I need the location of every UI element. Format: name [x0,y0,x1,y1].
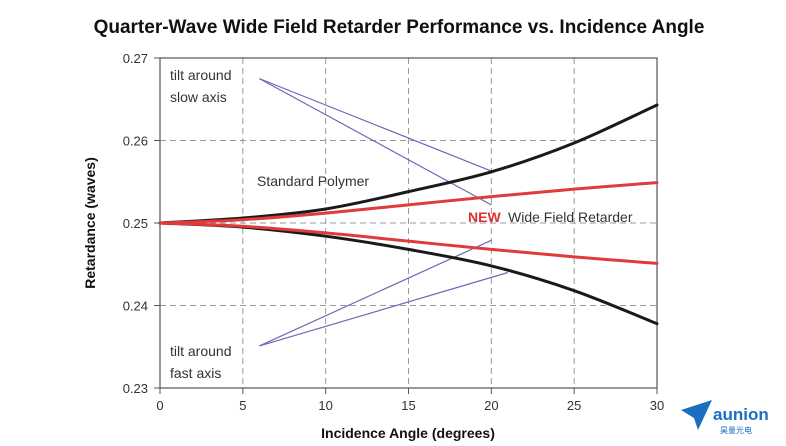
x-tick-label: 5 [239,398,246,413]
y-tick-label: 0.27 [123,51,148,66]
paper-plane-icon [681,400,712,430]
x-tick-label: 10 [318,398,332,413]
annotation-tilt-fast-2: fast axis [170,365,221,381]
grid [160,58,657,388]
series-line-wide-field-retarder-fast [158,221,659,265]
aunion-logo: aunion 昊量光电 [681,400,769,435]
logo-subtitle: 昊量光电 [720,425,752,435]
x-tick-label: 0 [156,398,163,413]
y-tick-label: 0.26 [123,134,148,149]
x-tick-label: 20 [484,398,498,413]
series-line-wide-field-retarder-slow [158,181,659,225]
pointer-line-0 [259,78,492,172]
x-tick-label: 15 [401,398,415,413]
series-lines [158,103,659,326]
annotation-standard-polymer: Standard Polymer [257,173,369,189]
annotation-tilt-slow-1: tilt around [170,67,231,83]
chart-title: Quarter-Wave Wide Field Retarder Perform… [94,17,705,38]
logo-name: aunion [713,405,769,424]
x-tick-labels: 0 5 10 15 20 25 30 [156,388,664,413]
y-tick-labels: 0.23 0.24 0.25 0.26 0.27 [123,51,160,396]
y-axis-label: Retardance (waves) [82,157,98,289]
x-axis-label: Incidence Angle (degrees) [321,425,495,441]
pointer-line-2 [259,239,492,347]
y-tick-label: 0.23 [123,381,148,396]
series-line-standard-polymer-slow [158,103,659,225]
annotation-tilt-slow-2: slow axis [170,89,227,105]
y-tick-label: 0.25 [123,216,148,231]
y-tick-label: 0.24 [123,299,148,314]
annotation-new: NEW [468,209,501,225]
x-tick-label: 30 [650,398,664,413]
x-tick-label: 25 [567,398,581,413]
pointer-line-3 [259,271,509,347]
annotation-tilt-fast-1: tilt around [170,343,231,359]
annotation-wide-field: Wide Field Retarder [508,209,633,225]
pointer-line-1 [259,78,492,206]
